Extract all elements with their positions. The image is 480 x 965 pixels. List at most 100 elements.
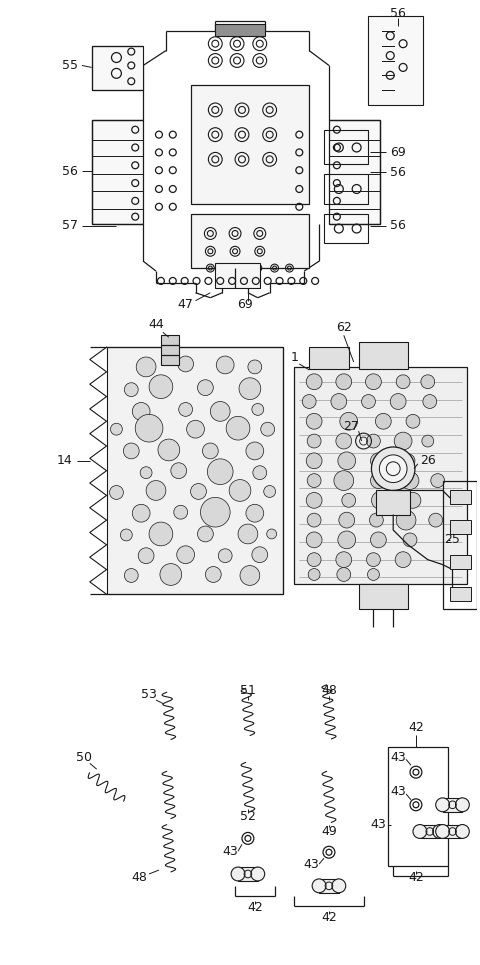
Circle shape <box>433 824 446 839</box>
Text: 43: 43 <box>303 858 319 870</box>
Circle shape <box>132 505 150 522</box>
Bar <box>191 85 309 204</box>
Circle shape <box>307 474 321 487</box>
Circle shape <box>429 513 443 527</box>
Bar <box>376 490 410 515</box>
Circle shape <box>238 524 258 544</box>
Circle shape <box>340 412 358 430</box>
Bar <box>450 555 471 568</box>
Circle shape <box>456 824 469 839</box>
Circle shape <box>226 416 250 440</box>
Circle shape <box>367 434 380 448</box>
Bar <box>92 120 143 224</box>
Bar <box>359 343 408 369</box>
Circle shape <box>124 383 138 397</box>
Circle shape <box>218 549 232 563</box>
Circle shape <box>210 401 230 422</box>
Text: 62: 62 <box>336 321 352 334</box>
Bar <box>309 347 349 369</box>
Text: 43: 43 <box>371 818 386 831</box>
Text: 50: 50 <box>76 751 92 764</box>
Text: 48: 48 <box>131 871 147 885</box>
Circle shape <box>201 497 230 527</box>
Circle shape <box>246 442 264 460</box>
Bar <box>359 585 408 609</box>
Circle shape <box>123 443 139 458</box>
Circle shape <box>135 414 163 442</box>
Circle shape <box>331 394 347 409</box>
Circle shape <box>251 868 264 881</box>
Text: 42: 42 <box>321 911 337 924</box>
Bar <box>294 367 468 585</box>
Text: 43: 43 <box>222 844 238 858</box>
Circle shape <box>138 548 154 564</box>
Circle shape <box>146 481 166 500</box>
Circle shape <box>422 435 434 447</box>
Circle shape <box>216 356 234 373</box>
Circle shape <box>361 395 375 408</box>
Text: 43: 43 <box>390 786 406 798</box>
Circle shape <box>302 395 316 408</box>
Circle shape <box>336 373 352 390</box>
Bar <box>216 263 260 288</box>
Bar <box>450 520 471 534</box>
Bar <box>324 129 369 164</box>
Circle shape <box>421 374 435 389</box>
Circle shape <box>306 413 322 429</box>
Circle shape <box>191 483 206 499</box>
Bar <box>319 879 339 893</box>
Circle shape <box>171 463 187 479</box>
Text: 52: 52 <box>240 811 256 823</box>
Text: 56: 56 <box>62 165 78 178</box>
Text: 27: 27 <box>343 420 359 432</box>
Circle shape <box>406 414 420 428</box>
Circle shape <box>339 512 355 528</box>
Text: 42: 42 <box>247 901 263 914</box>
Text: 47: 47 <box>178 298 193 311</box>
Circle shape <box>413 824 427 839</box>
Circle shape <box>436 824 450 839</box>
Circle shape <box>132 402 150 421</box>
Circle shape <box>396 510 416 530</box>
Circle shape <box>371 473 386 488</box>
Circle shape <box>403 533 417 547</box>
Bar <box>388 748 447 866</box>
Circle shape <box>312 879 326 893</box>
Circle shape <box>379 455 407 482</box>
Text: 44: 44 <box>148 317 164 331</box>
Circle shape <box>375 413 391 429</box>
Circle shape <box>197 380 213 396</box>
Circle shape <box>253 466 267 480</box>
Bar <box>191 213 309 268</box>
Text: 42: 42 <box>408 871 424 885</box>
Circle shape <box>396 374 410 389</box>
Circle shape <box>342 493 356 508</box>
Circle shape <box>436 798 450 812</box>
Bar <box>420 824 440 839</box>
Bar <box>443 481 477 609</box>
Circle shape <box>264 485 276 497</box>
Bar <box>324 213 369 243</box>
Circle shape <box>431 474 444 487</box>
Circle shape <box>179 402 192 416</box>
Circle shape <box>307 434 321 448</box>
Circle shape <box>261 423 275 436</box>
Circle shape <box>337 567 351 581</box>
Text: 55: 55 <box>62 59 78 72</box>
Circle shape <box>240 565 260 586</box>
Circle shape <box>423 395 437 408</box>
Circle shape <box>306 492 322 509</box>
Circle shape <box>367 553 380 566</box>
Bar <box>450 588 471 601</box>
Text: 43: 43 <box>390 751 406 764</box>
Text: 14: 14 <box>56 455 72 467</box>
Bar <box>216 24 264 36</box>
Text: 56: 56 <box>390 219 406 232</box>
Circle shape <box>205 566 221 583</box>
Circle shape <box>246 505 264 522</box>
Circle shape <box>306 532 322 548</box>
Circle shape <box>371 453 386 469</box>
Circle shape <box>178 356 193 372</box>
Bar <box>443 824 462 839</box>
Text: 48: 48 <box>321 683 337 697</box>
